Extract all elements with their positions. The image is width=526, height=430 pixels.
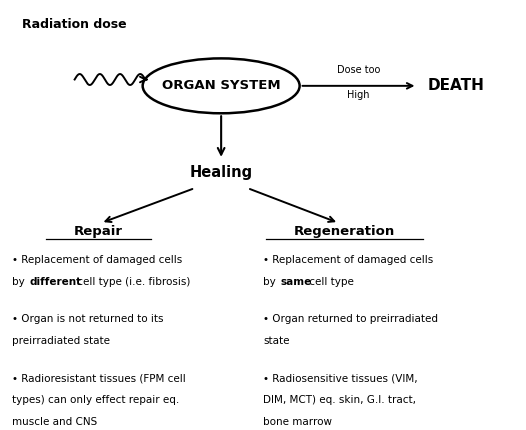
Text: by: by [263,276,279,287]
Text: • Replacement of damaged cells: • Replacement of damaged cells [263,255,433,265]
Text: by: by [12,276,28,287]
Text: types) can only effect repair eq.: types) can only effect repair eq. [12,395,179,405]
Text: High: High [348,90,370,100]
Text: Dose too: Dose too [337,65,380,75]
Text: • Replacement of damaged cells: • Replacement of damaged cells [12,255,182,265]
Text: DEATH: DEATH [428,78,484,93]
Text: same: same [280,276,311,287]
Text: Regeneration: Regeneration [294,225,394,238]
Text: • Radiosensitive tissues (VIM,: • Radiosensitive tissues (VIM, [263,373,418,383]
Text: Radiation dose: Radiation dose [22,18,127,31]
Text: • Radioresistant tissues (FPM cell: • Radioresistant tissues (FPM cell [12,373,186,383]
Text: bone marrow: bone marrow [263,417,332,427]
Text: ORGAN SYSTEM: ORGAN SYSTEM [162,80,280,92]
Text: different: different [29,276,81,287]
Text: DIM, MCT) eq. skin, G.I. tract,: DIM, MCT) eq. skin, G.I. tract, [263,395,416,405]
Text: state: state [263,336,289,346]
Text: cell type (i.e. fibrosis): cell type (i.e. fibrosis) [74,276,190,287]
Text: Repair: Repair [74,225,123,238]
Text: • Organ returned to preirradiated: • Organ returned to preirradiated [263,314,438,324]
Text: Healing: Healing [189,165,252,180]
Text: • Organ is not returned to its: • Organ is not returned to its [12,314,164,324]
Text: muscle and CNS: muscle and CNS [12,417,97,427]
Text: cell type: cell type [307,276,355,287]
Text: preirradiated state: preirradiated state [12,336,110,346]
